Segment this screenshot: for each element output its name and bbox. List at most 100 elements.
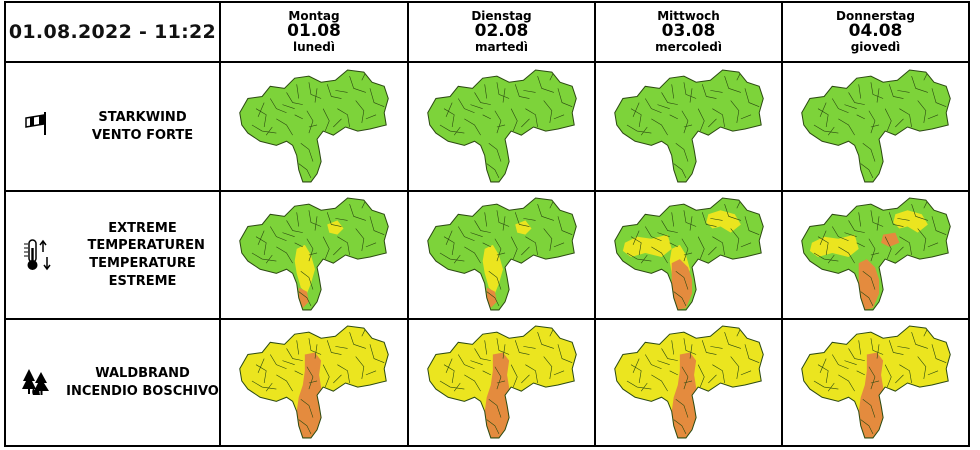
district-border	[689, 216, 692, 231]
district-border	[683, 380, 692, 383]
hazard-label-temperature: EXTREME TEMPERATUREN TEMPERATURE ESTREME	[66, 192, 219, 318]
region-outline	[426, 69, 577, 182]
district-border	[473, 347, 491, 361]
district-border	[669, 242, 678, 248]
day-name-it: lunedì	[292, 39, 336, 54]
region-map	[239, 69, 389, 182]
thermometer-icon	[22, 238, 52, 276]
hazard-name-it: TEMPERATURE ESTREME	[89, 256, 196, 289]
district-border	[463, 246, 481, 264]
district-border	[813, 124, 838, 133]
district-border	[650, 374, 668, 391]
district-border	[520, 374, 530, 383]
district-border	[894, 374, 904, 383]
district-border	[488, 398, 501, 418]
district-border	[337, 236, 350, 256]
district-border	[894, 118, 904, 127]
windsock-icon	[22, 109, 50, 141]
district-border	[251, 124, 277, 133]
district-border	[813, 252, 838, 262]
district-border	[482, 242, 491, 248]
district-border	[294, 370, 303, 375]
district-border	[656, 232, 670, 237]
district-border	[355, 228, 365, 251]
district-border	[916, 228, 926, 251]
grid-line	[594, 1, 596, 447]
day-name-de: Montag	[288, 9, 340, 24]
district-border	[862, 142, 875, 162]
district-border	[683, 124, 692, 127]
district-border	[888, 339, 904, 355]
district-border	[701, 212, 717, 227]
district-border	[369, 343, 385, 363]
district-border	[355, 99, 365, 123]
district-border	[326, 212, 342, 227]
district-border	[827, 126, 835, 135]
district-border	[723, 75, 741, 93]
district-border	[898, 363, 912, 383]
district-border	[276, 246, 293, 264]
district-border	[630, 107, 642, 127]
district-border	[337, 107, 350, 127]
district-border	[445, 230, 452, 245]
district-border	[453, 254, 461, 264]
district-border	[483, 83, 487, 99]
district-border	[322, 364, 330, 387]
district-border	[817, 236, 829, 256]
hazard-name-it: VENTO FORTE	[91, 127, 194, 143]
map-cell-wind-tuesday	[409, 63, 594, 190]
district-border	[709, 218, 723, 221]
district-border	[269, 226, 287, 242]
district-border	[482, 370, 491, 375]
district-border	[813, 380, 838, 389]
district-border	[514, 212, 530, 227]
district-border	[683, 81, 696, 99]
district-border	[837, 118, 855, 135]
district-border	[632, 357, 639, 373]
district-border	[632, 230, 639, 245]
district-border	[650, 118, 668, 135]
warning-area-yellow	[294, 244, 316, 294]
region-outline	[800, 69, 951, 182]
district-border	[276, 118, 293, 135]
district-border	[711, 363, 725, 383]
region-outline	[426, 325, 577, 438]
day-date: 04.08	[848, 21, 903, 42]
district-border	[553, 114, 564, 119]
district-border	[282, 359, 295, 365]
district-border	[308, 210, 322, 227]
grid-line	[219, 1, 221, 447]
region-map	[613, 197, 764, 311]
district-border	[831, 226, 849, 242]
region-map	[426, 197, 577, 311]
district-border	[870, 337, 883, 355]
day-header-monday: Montag 01.08 lunedì	[221, 3, 407, 61]
district-border	[445, 101, 452, 117]
day-date: 01.08	[287, 21, 341, 42]
district-border	[819, 230, 826, 245]
district-border	[860, 162, 873, 178]
district-border	[333, 246, 342, 256]
district-border	[837, 246, 855, 264]
district-border	[443, 107, 455, 127]
district-border	[269, 97, 287, 113]
district-border	[510, 108, 518, 131]
day-name-it: mercoledì	[655, 39, 722, 54]
district-border	[670, 339, 674, 355]
district-border	[669, 114, 678, 119]
district-border	[856, 242, 865, 248]
district-border	[445, 357, 452, 373]
grid-line	[968, 1, 970, 447]
district-border	[630, 363, 642, 383]
district-border	[644, 353, 662, 369]
day-header-wednesday: Mittwoch 03.08 mercoledì	[596, 3, 781, 61]
region-map	[613, 69, 764, 182]
district-border	[524, 107, 538, 127]
district-border	[496, 380, 505, 383]
district-border	[483, 212, 487, 227]
district-border	[502, 343, 505, 359]
district-border	[831, 97, 849, 113]
district-border	[473, 91, 491, 105]
district-border	[522, 89, 536, 93]
district-border	[308, 380, 318, 383]
